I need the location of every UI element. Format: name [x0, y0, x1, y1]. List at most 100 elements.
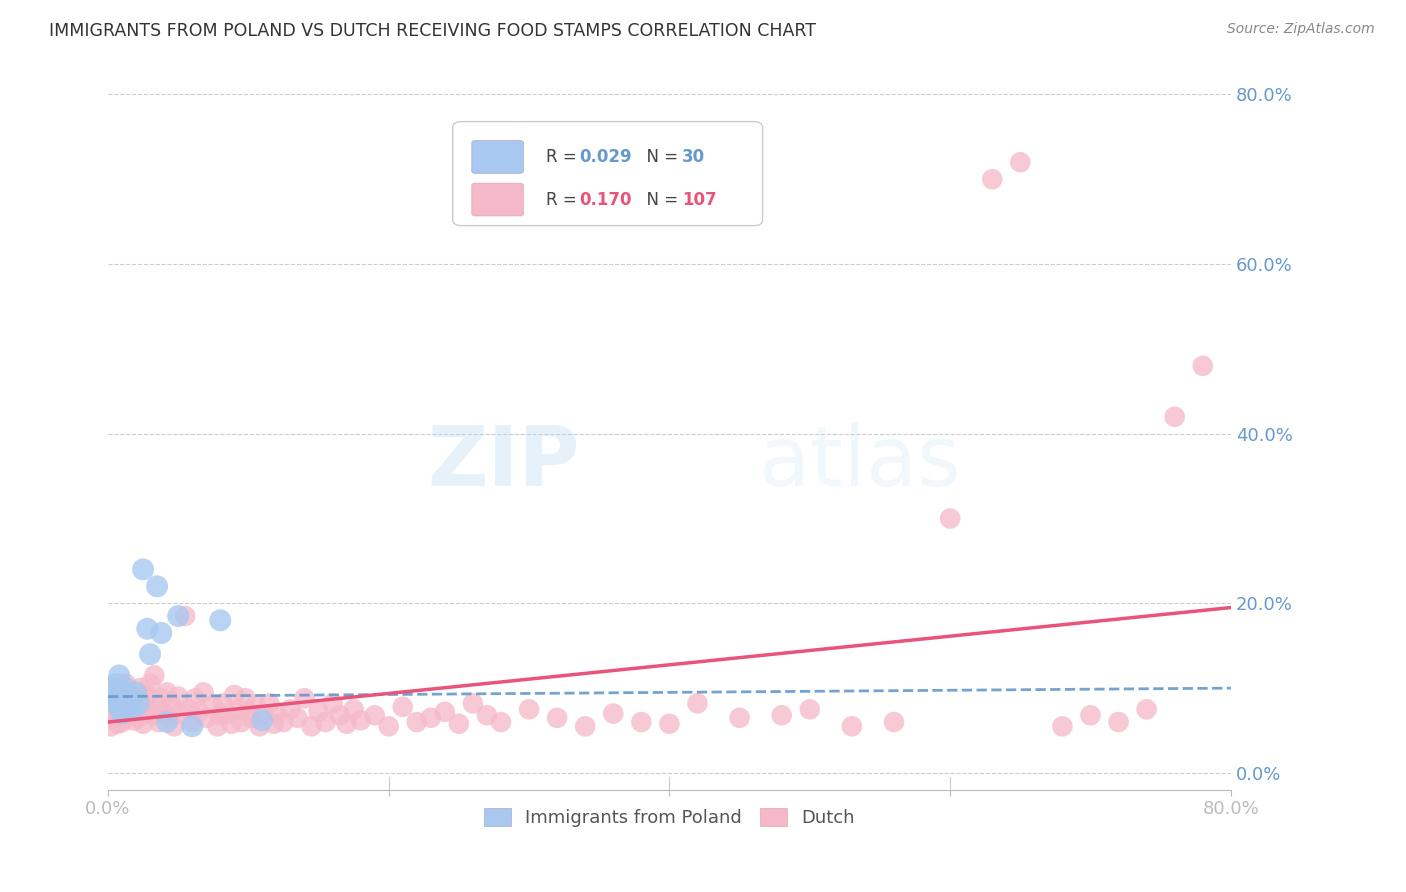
Point: [841, 719, 863, 733]
Point: [209, 708, 232, 723]
Point: [770, 708, 793, 723]
Point: [221, 716, 243, 731]
Point: [546, 711, 568, 725]
Point: [107, 698, 129, 712]
Point: [112, 688, 135, 702]
Point: [135, 706, 157, 721]
Point: [266, 706, 288, 721]
Point: [98, 706, 121, 721]
Point: [252, 714, 274, 728]
Point: [981, 172, 1004, 186]
Point: [343, 702, 366, 716]
Point: [322, 697, 344, 711]
Text: 0.170: 0.170: [579, 191, 633, 209]
Point: [883, 714, 905, 729]
Point: [143, 668, 166, 682]
Point: [377, 719, 399, 733]
Point: [1191, 359, 1213, 373]
Point: [115, 677, 138, 691]
Point: [111, 714, 134, 729]
Point: [1080, 708, 1102, 723]
Point: [124, 691, 146, 706]
Point: [287, 711, 309, 725]
Point: [231, 714, 253, 729]
Legend: Immigrants from Poland, Dutch: Immigrants from Poland, Dutch: [477, 800, 862, 834]
Point: [686, 697, 709, 711]
Point: [188, 705, 211, 719]
Point: [120, 705, 142, 719]
Point: [139, 647, 162, 661]
Point: [939, 511, 962, 525]
Point: [107, 716, 129, 731]
Point: [1136, 702, 1159, 716]
Point: [1163, 409, 1185, 424]
Point: [167, 609, 190, 624]
Point: [110, 702, 132, 716]
Point: [273, 714, 295, 729]
Text: 0.029: 0.029: [579, 148, 633, 166]
Point: [101, 694, 124, 708]
Point: [111, 706, 134, 721]
Point: [1052, 719, 1074, 733]
Point: [150, 691, 173, 706]
Text: IMMIGRANTS FROM POLAND VS DUTCH RECEIVING FOOD STAMPS CORRELATION CHART: IMMIGRANTS FROM POLAND VS DUTCH RECEIVIN…: [49, 22, 817, 40]
FancyBboxPatch shape: [472, 183, 523, 216]
Point: [252, 708, 274, 723]
Point: [103, 685, 125, 699]
Point: [122, 714, 145, 728]
Text: Source: ZipAtlas.com: Source: ZipAtlas.com: [1227, 22, 1375, 37]
Point: [658, 716, 681, 731]
Point: [259, 697, 281, 711]
Point: [433, 705, 456, 719]
Point: [132, 716, 155, 731]
Point: [117, 699, 139, 714]
Point: [125, 702, 148, 716]
Point: [315, 714, 337, 729]
Point: [136, 622, 159, 636]
Text: 107: 107: [682, 191, 717, 209]
Point: [240, 711, 263, 725]
Point: [475, 708, 498, 723]
Point: [108, 668, 131, 682]
Point: [207, 719, 229, 733]
Text: ZIP: ZIP: [427, 422, 579, 503]
Point: [157, 711, 180, 725]
Point: [114, 697, 136, 711]
Point: [181, 714, 204, 729]
Point: [105, 677, 128, 691]
Point: [1010, 155, 1032, 169]
Point: [101, 698, 124, 712]
Point: [363, 708, 385, 723]
Point: [121, 685, 143, 699]
FancyBboxPatch shape: [453, 121, 762, 226]
Point: [104, 690, 127, 704]
Text: atlas: atlas: [759, 422, 960, 503]
Point: [139, 677, 162, 691]
Text: R =: R =: [546, 148, 588, 166]
Point: [574, 719, 596, 733]
Point: [349, 714, 371, 728]
Point: [120, 691, 142, 706]
Point: [224, 688, 246, 702]
Point: [136, 688, 159, 702]
Point: [209, 613, 232, 627]
Point: [125, 685, 148, 699]
Point: [128, 711, 150, 725]
Point: [195, 711, 218, 725]
FancyBboxPatch shape: [472, 141, 523, 173]
Point: [100, 681, 122, 695]
Point: [148, 714, 170, 729]
Point: [117, 708, 139, 723]
Point: [174, 609, 197, 624]
Point: [228, 702, 250, 716]
Point: [163, 719, 186, 733]
Text: N =: N =: [636, 148, 683, 166]
Point: [336, 716, 359, 731]
Point: [118, 694, 141, 708]
Point: [128, 697, 150, 711]
Point: [156, 685, 179, 699]
Point: [179, 702, 201, 716]
Point: [122, 702, 145, 716]
Point: [263, 716, 285, 731]
Point: [235, 691, 257, 706]
